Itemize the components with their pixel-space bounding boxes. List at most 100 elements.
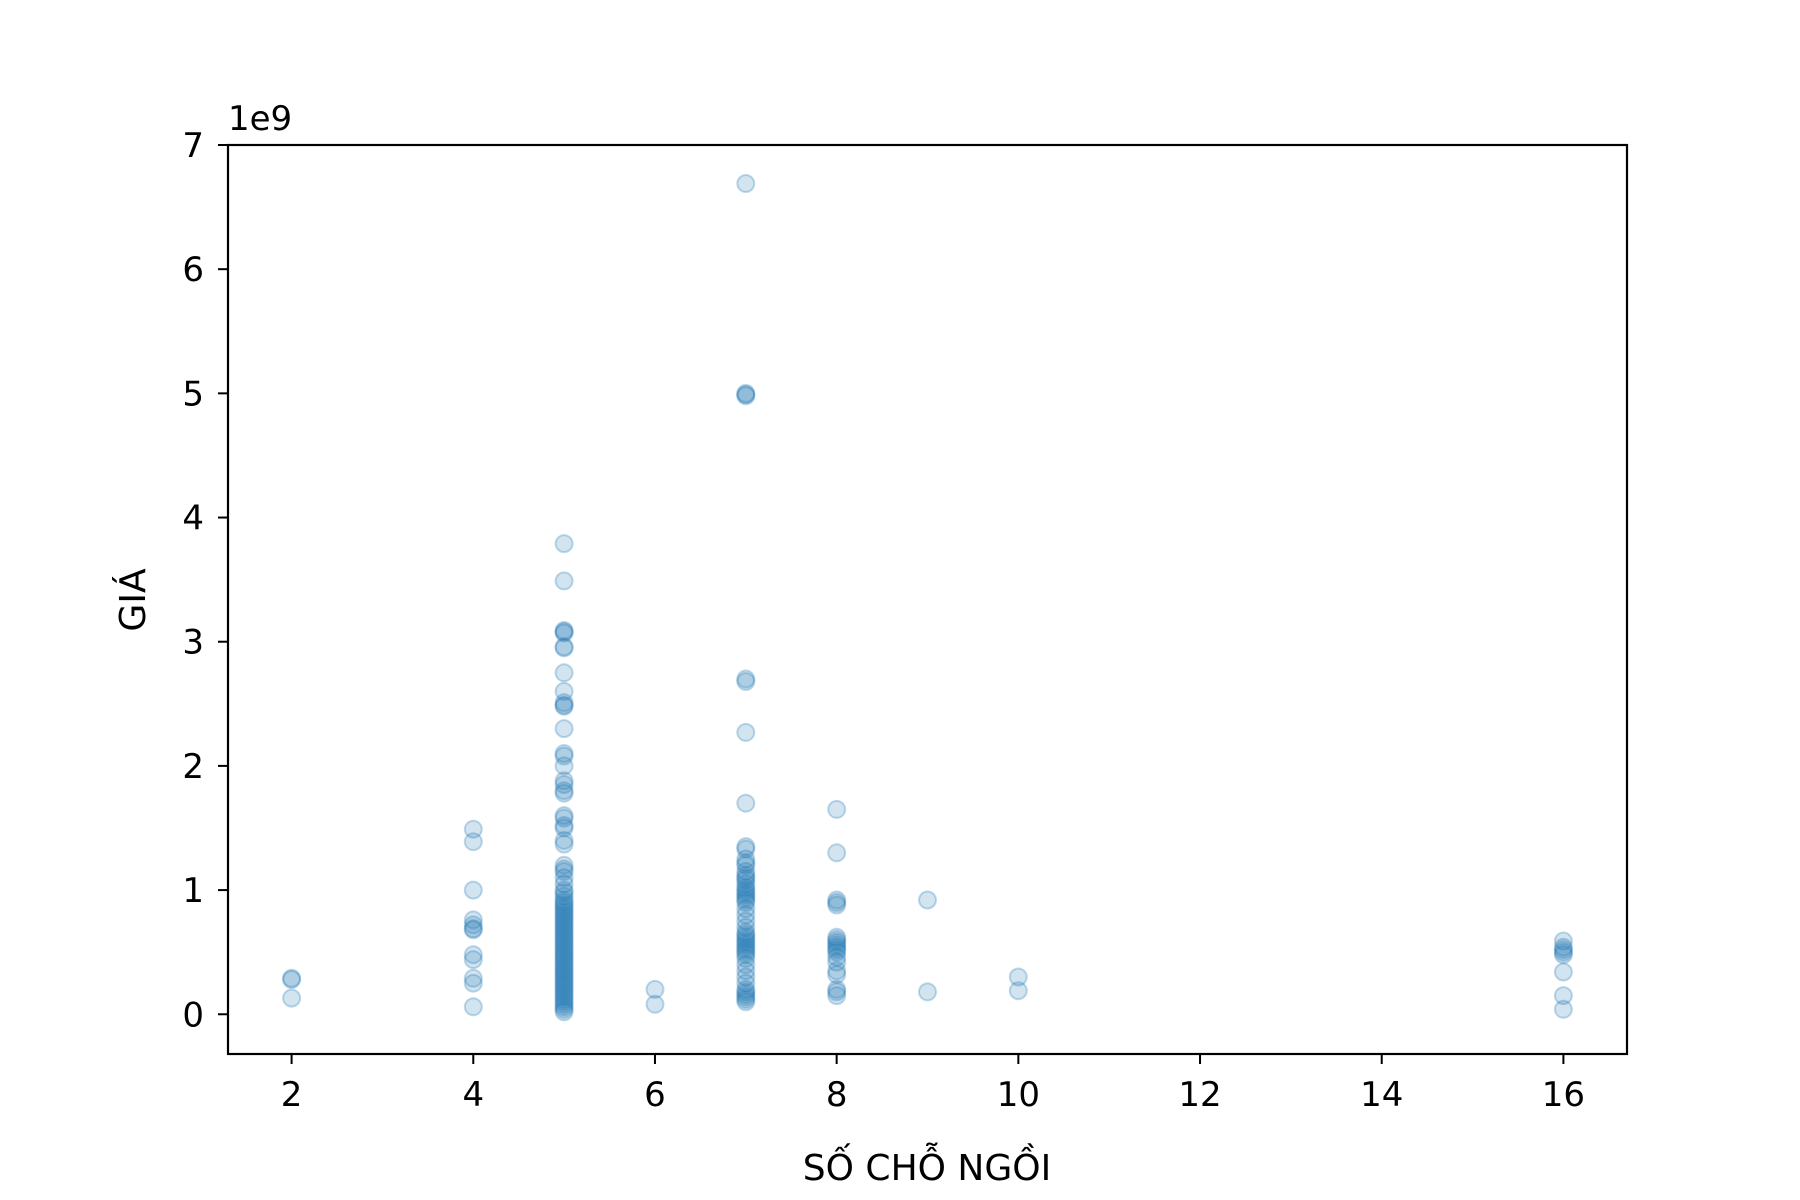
x-tick-label: 16 xyxy=(1542,1075,1585,1115)
y-tick-label: 5 xyxy=(182,374,204,414)
x-tick-label: 6 xyxy=(644,1075,666,1115)
data-point xyxy=(554,621,574,640)
data-point xyxy=(736,948,756,968)
data-point xyxy=(554,952,574,972)
data-point xyxy=(1553,986,1573,1006)
data-point xyxy=(554,910,574,930)
data-point xyxy=(554,663,574,683)
data-point xyxy=(554,915,574,935)
data-point xyxy=(827,986,847,1006)
data-point xyxy=(554,912,574,932)
data-point xyxy=(554,895,574,915)
data-point xyxy=(736,878,756,898)
data-point xyxy=(554,855,574,875)
x-tick-label: 4 xyxy=(462,1075,484,1115)
data-point xyxy=(554,977,574,997)
data-point xyxy=(554,984,574,1004)
x-tick-label: 8 xyxy=(826,1075,848,1115)
y-axis-ticks: 0 1 2 3 4 5 6 7 xyxy=(182,126,228,1035)
data-point xyxy=(554,696,574,716)
data-point xyxy=(736,967,756,987)
data-point xyxy=(827,965,847,984)
data-point xyxy=(736,987,756,1007)
data-point xyxy=(463,997,483,1017)
data-point xyxy=(736,793,756,813)
data-point xyxy=(554,947,574,967)
data-point xyxy=(554,890,574,910)
data-point xyxy=(554,994,574,1014)
y-axis-offset-label: 1e9 xyxy=(228,99,292,139)
data-point xyxy=(554,932,574,952)
data-point xyxy=(554,883,574,903)
data-point xyxy=(554,746,574,766)
data-point xyxy=(736,979,756,999)
data-point xyxy=(463,832,483,852)
data-point xyxy=(736,982,756,1002)
data-point xyxy=(554,1002,574,1022)
data-point xyxy=(554,920,574,940)
data-point xyxy=(282,968,302,988)
data-point xyxy=(827,940,847,960)
data-point xyxy=(736,672,756,691)
data-point xyxy=(827,982,847,1002)
data-point xyxy=(827,961,847,981)
data-point xyxy=(554,972,574,992)
data-point xyxy=(554,693,574,713)
data-point xyxy=(736,839,756,859)
data-point xyxy=(827,799,847,819)
data-point xyxy=(554,744,574,763)
data-point xyxy=(554,965,574,984)
data-point xyxy=(736,890,756,910)
data-point xyxy=(554,868,574,888)
y-tick-label: 7 xyxy=(182,126,204,166)
data-point xyxy=(463,973,483,993)
data-point xyxy=(554,637,574,657)
data-point xyxy=(736,855,756,875)
data-point xyxy=(736,385,756,405)
data-point xyxy=(554,960,574,980)
plot-frame xyxy=(226,143,1629,1056)
data-point xyxy=(736,669,756,689)
data-point xyxy=(736,927,756,947)
data-point xyxy=(554,783,574,803)
data-point xyxy=(736,899,756,919)
data-point xyxy=(1553,962,1573,982)
data-point xyxy=(554,927,574,947)
data-point xyxy=(554,945,574,965)
data-point xyxy=(554,975,574,994)
data-point xyxy=(736,865,756,885)
data-point xyxy=(736,853,756,873)
data-point xyxy=(554,902,574,922)
data-point xyxy=(554,957,574,977)
data-point xyxy=(463,945,483,965)
data-point xyxy=(282,988,302,1008)
data-point xyxy=(736,905,756,925)
data-point xyxy=(282,970,302,989)
data-point xyxy=(554,987,574,1007)
data-point xyxy=(554,922,574,942)
data-point xyxy=(736,862,756,881)
data-point xyxy=(554,681,574,701)
data-point xyxy=(736,870,756,890)
data-point xyxy=(736,961,756,981)
data-point xyxy=(1008,981,1028,1001)
data-point xyxy=(736,940,756,960)
data-point xyxy=(736,883,756,903)
y-tick-label: 2 xyxy=(182,747,204,787)
data-point xyxy=(1553,945,1573,965)
data-point xyxy=(554,937,574,957)
data-point xyxy=(554,997,574,1017)
data-point xyxy=(736,955,756,975)
data-point xyxy=(554,917,574,937)
data-point xyxy=(554,834,574,854)
data-point xyxy=(554,905,574,925)
data-point xyxy=(1553,937,1573,957)
data-point xyxy=(554,925,574,945)
y-tick-label: 4 xyxy=(182,499,204,539)
x-axis-ticks: 2 4 6 8 10 12 14 16 xyxy=(281,1054,1585,1115)
data-point xyxy=(736,942,756,962)
data-point xyxy=(463,915,483,935)
data-point xyxy=(463,920,483,940)
x-tick-label: 14 xyxy=(1360,1075,1403,1115)
